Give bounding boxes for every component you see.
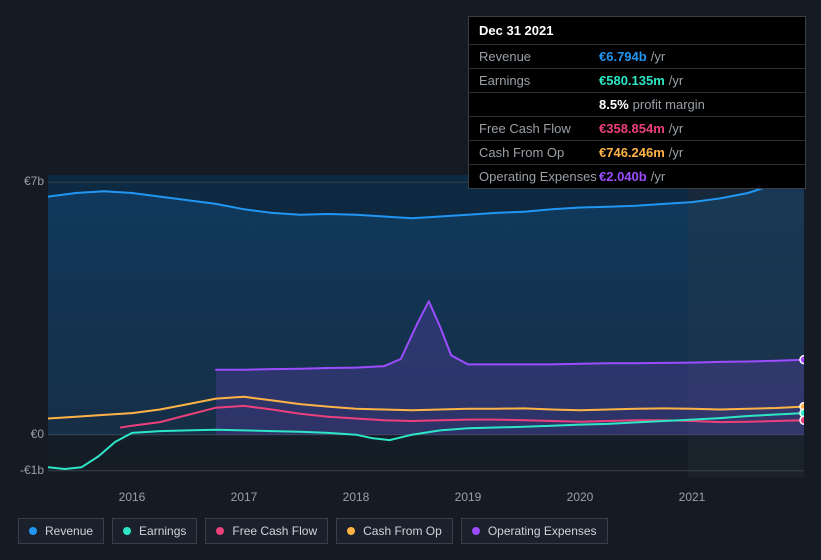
tooltip-metric-label: Earnings <box>479 73 599 88</box>
legend-swatch <box>29 527 37 535</box>
y-tick-label: €0 <box>4 427 44 441</box>
legend-item-earnings[interactable]: Earnings <box>112 518 197 544</box>
legend-label: Operating Expenses <box>488 524 597 538</box>
tooltip-metric-label: Cash From Op <box>479 145 599 160</box>
tooltip-metric-value: €580.135m <box>599 73 665 88</box>
x-tick-label: 2016 <box>119 490 146 504</box>
tooltip-row: Cash From Op€746.246m/yr <box>469 141 805 165</box>
legend-label: Revenue <box>45 524 93 538</box>
tooltip-metric-unit: /yr <box>669 145 683 160</box>
tooltip-metric-unit: /yr <box>669 121 683 136</box>
legend-swatch <box>123 527 131 535</box>
tooltip-metric-value: €2.040b <box>599 169 647 184</box>
x-tick-label: 2021 <box>679 490 706 504</box>
legend: Revenue Earnings Free Cash Flow Cash From O… <box>18 518 608 544</box>
legend-item-revenue[interactable]: Revenue <box>18 518 104 544</box>
y-tick-label: €7b <box>4 174 44 188</box>
x-tick-label: 2017 <box>231 490 258 504</box>
tooltip-subrow: 8.5% profit margin <box>469 93 805 117</box>
tooltip-row: Revenue€6.794b/yr <box>469 45 805 69</box>
tooltip-row: Operating Expenses€2.040b/yr <box>469 165 805 188</box>
legend-swatch <box>347 527 355 535</box>
tooltip-date: Dec 31 2021 <box>469 17 805 45</box>
legend-swatch <box>472 527 480 535</box>
legend-label: Earnings <box>139 524 186 538</box>
tooltip-metric-value: €746.246m <box>599 145 665 160</box>
legend-label: Free Cash Flow <box>232 524 317 538</box>
series-endpoint <box>800 356 804 364</box>
tooltip-metric-value: €6.794b <box>599 49 647 64</box>
y-tick-label: -€1b <box>4 463 44 477</box>
tooltip-metric-unit: /yr <box>651 49 665 64</box>
tooltip-metric-label: Free Cash Flow <box>479 121 599 136</box>
x-tick-label: 2020 <box>567 490 594 504</box>
tooltip-card: Dec 31 2021 Revenue€6.794b/yrEarnings€58… <box>468 16 806 189</box>
tooltip-subvalue: 8.5% <box>599 97 629 112</box>
tooltip-metric-unit: /yr <box>651 169 665 184</box>
financials-line-chart <box>48 175 804 478</box>
legend-label: Cash From Op <box>363 524 442 538</box>
tooltip-row: Earnings€580.135m/yr <box>469 69 805 93</box>
tooltip-metric-label: Revenue <box>479 49 599 64</box>
x-tick-label: 2019 <box>455 490 482 504</box>
legend-swatch <box>216 527 224 535</box>
tooltip-metric-value: €358.854m <box>599 121 665 136</box>
legend-item-fcf[interactable]: Free Cash Flow <box>205 518 328 544</box>
tooltip-row: Free Cash Flow€358.854m/yr <box>469 117 805 141</box>
series-endpoint <box>800 416 804 424</box>
legend-item-cfo[interactable]: Cash From Op <box>336 518 453 544</box>
tooltip-metric-unit: /yr <box>669 73 683 88</box>
tooltip-metric-label: Operating Expenses <box>479 169 599 184</box>
tooltip-subtext: profit margin <box>633 97 705 112</box>
legend-item-opex[interactable]: Operating Expenses <box>461 518 608 544</box>
x-tick-label: 2018 <box>343 490 370 504</box>
